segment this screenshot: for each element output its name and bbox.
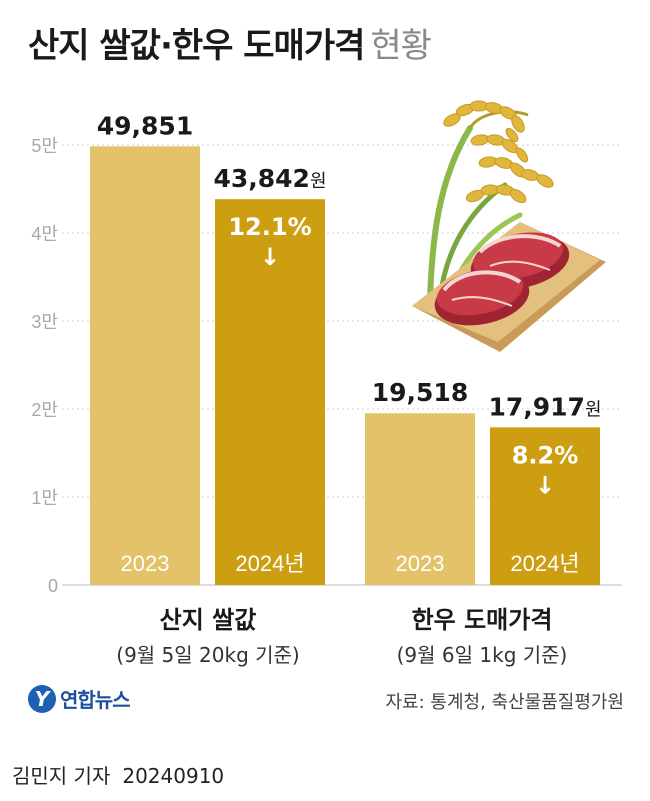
y-tick-label: 4만 [31,224,58,244]
y-tick-label: 5만 [31,136,58,156]
y-tick-label: 2만 [31,400,58,420]
yonhap-logo: Y 연합뉴스 [28,684,131,713]
data-label-unit: 원 [310,171,327,192]
bar [365,413,475,585]
data-label: 43,842원 [213,164,326,193]
y-tick-label: 3만 [31,312,58,332]
category-beef: 한우 도매가격 (9월 6일 1kg 기준) [362,600,602,668]
change-percent: 12.1% [228,213,311,241]
y-tick-label: 1만 [31,488,58,508]
category-name: 한우 도매가격 [411,606,553,634]
data-label: 49,851 [97,111,193,140]
data-label-value: 19,518 [372,378,468,407]
down-arrow-icon: ↓ [535,471,555,499]
change-percent: 8.2% [512,441,579,469]
data-label: 19,518 [372,378,468,407]
category-name: 산지 쌀값 [159,606,257,634]
illustration [412,100,606,352]
bar-year-label: 2024년 [235,551,304,576]
chart-title: 산지 쌀값·한우 도매가격 현황 [28,18,432,67]
bars: 49,851202343,842원2024년12.1%↓19,518202317… [90,111,602,585]
down-arrow-icon: ↓ [260,243,280,271]
bar-year-label: 2024년 [510,551,579,576]
source-note: 자료: 통계청, 축산물품질평가원 [385,692,624,713]
data-label-value: 43,842 [213,164,309,193]
bar-year-label: 2023 [396,551,445,576]
bar [215,199,325,585]
category-note: (9월 5일 20kg 기준) [116,643,300,667]
beef-cutting-board-icon [412,222,606,352]
yonhap-logo-text: 연합뉴스 [60,688,131,712]
bar [490,427,600,585]
bar-year-label: 2023 [121,551,170,576]
y-tick-label: 0 [48,576,58,596]
data-label-value: 17,917 [488,392,584,421]
data-label-value: 49,851 [97,111,193,140]
title-sub: 현황 [370,26,432,66]
data-label: 17,917원 [488,392,601,421]
byline: 김민지 기자 20240910 [12,760,224,789]
title-main: 산지 쌀값·한우 도매가격 [28,26,365,66]
category-note: (9월 6일 1kg 기준) [396,643,568,667]
bar [90,146,200,585]
data-label-unit: 원 [585,399,602,420]
yonhap-logo-icon: Y [28,684,56,713]
author: 김민지 기자 [12,764,111,788]
publish-date: 20240910 [122,764,225,788]
category-rice: 산지 쌀값 (9월 5일 20kg 기준) [88,600,328,668]
